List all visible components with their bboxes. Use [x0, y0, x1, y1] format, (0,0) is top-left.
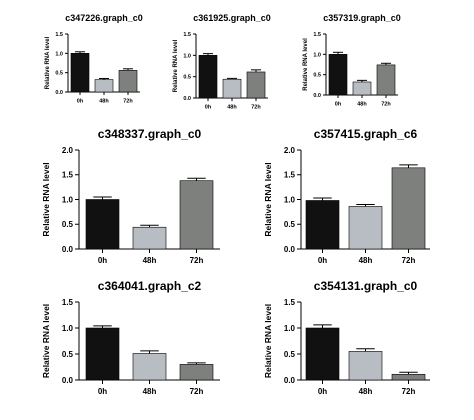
bar-72h [179, 180, 214, 250]
chart-title: c348337.graph_c0 [98, 127, 202, 141]
y-tick-label: 1.5 [62, 171, 74, 180]
y-tick-label: 0.0 [62, 245, 74, 254]
y-axis-label: Relative RNA level [41, 162, 51, 236]
bar-72h [391, 373, 426, 381]
bar-48h [94, 79, 114, 93]
y-tick-label: 1.0 [55, 51, 63, 57]
y-tick-label: 1.5 [313, 32, 321, 38]
bar-0h [305, 200, 340, 250]
bar-0h [85, 327, 120, 381]
x-tick-label: 0h [205, 105, 212, 111]
x-tick-label: 48h [359, 387, 373, 396]
bar-72h [391, 167, 426, 250]
y-tick-label: 2.0 [284, 146, 296, 155]
x-tick-label: 48h [359, 256, 373, 265]
y-axis-label: Relative RNA level [263, 304, 273, 378]
chart-panel-1: c347226.graph_c0 Relative RNA level 0.0 0.5… [45, 13, 143, 105]
y-tick-label: 0.0 [62, 376, 74, 385]
y-tick-label: 0.5 [55, 71, 63, 77]
y-axis-label: Relative RNA level [303, 38, 309, 91]
bar-48h [348, 206, 383, 250]
x-tick-label: 72h [190, 387, 204, 396]
x-tick-label: 72h [123, 99, 133, 105]
x-tick-label: 72h [251, 105, 261, 111]
y-tick-label: 0.0 [284, 376, 296, 385]
y-tick-label: 0.5 [313, 73, 321, 79]
y-axis-label: Relative RNA level [45, 36, 51, 89]
x-tick-label: 72h [402, 256, 416, 265]
y-tick-label: 0.0 [183, 96, 191, 102]
y-tick-label: 0.5 [284, 220, 296, 229]
bar-48h [348, 351, 383, 381]
y-tick-label: 0.5 [62, 220, 74, 229]
bar-72h [246, 71, 266, 99]
y-axis-label: Relative RNA level [41, 304, 51, 378]
bar-0h [198, 55, 218, 99]
bar-48h [132, 226, 167, 250]
chart-panel-6: c364041.graph_c2 Relative RNA level 0.0 0.5… [41, 279, 220, 396]
x-tick-label: 72h [190, 256, 204, 265]
y-tick-label: 0.0 [55, 90, 63, 96]
x-tick-label: 48h [143, 256, 157, 265]
x-tick-label: 48h [143, 387, 157, 396]
chart-panel-2: c361925.graph_c0 Relative RNA level 0.0 0.5… [173, 13, 271, 111]
chart-panel-3: c357319.graph_c0 Relative RNA level 0.0 0.5… [303, 13, 401, 108]
y-tick-label: 1.5 [55, 32, 63, 38]
chart-panel-7: c354131.graph_c0 Relative RNA level 0.0 0.5… [263, 279, 430, 396]
bar-0h [328, 54, 348, 96]
x-tick-label: 72h [381, 102, 391, 108]
chart-title: c357319.graph_c0 [323, 13, 401, 23]
x-tick-label: 72h [402, 387, 416, 396]
x-tick-label: 48h [227, 105, 237, 111]
y-tick-label: 1.0 [183, 53, 191, 59]
x-tick-label: 48h [99, 99, 109, 105]
chart-title: c354131.graph_c0 [314, 279, 418, 293]
y-tick-label: 1.5 [62, 298, 74, 307]
y-axis-label: Relative RNA level [263, 162, 273, 236]
chart-panel-5: c357415.graph_c6 Relative RNA level 0.0 0.5… [263, 127, 430, 265]
chart-title: c361925.graph_c0 [193, 13, 271, 23]
bar-0h [70, 53, 90, 93]
chart-title: c347226.graph_c0 [65, 13, 143, 23]
chart-panel-4: c348337.graph_c0 Relative RNA level 0.0 0.5… [41, 127, 220, 265]
x-tick-label: 0h [335, 102, 342, 108]
x-tick-label: 0h [318, 256, 327, 265]
x-tick-label: 0h [77, 99, 84, 105]
y-tick-label: 0.5 [62, 350, 74, 359]
y-tick-label: 1.0 [62, 324, 74, 333]
chart-title: c364041.graph_c2 [98, 279, 202, 293]
bar-48h [352, 81, 372, 96]
bar-48h [132, 353, 167, 381]
y-tick-label: 0.0 [313, 93, 321, 99]
chart-title: c357415.graph_c6 [314, 127, 418, 141]
y-tick-label: 0.5 [183, 75, 191, 81]
y-tick-label: 0.5 [284, 350, 296, 359]
bar-72h [376, 64, 396, 96]
y-tick-label: 1.5 [284, 298, 296, 307]
y-axis-label: Relative RNA level [173, 39, 179, 92]
bar-0h [85, 199, 120, 250]
y-tick-label: 1.0 [62, 195, 74, 204]
x-tick-label: 0h [98, 387, 107, 396]
x-tick-label: 0h [98, 256, 107, 265]
y-tick-label: 1.0 [313, 52, 321, 58]
bar-48h [222, 78, 242, 99]
y-tick-label: 1.5 [284, 171, 296, 180]
bar-72h [179, 364, 214, 381]
x-tick-label: 0h [318, 387, 327, 396]
y-tick-label: 1.0 [284, 195, 296, 204]
bar-72h [118, 70, 138, 93]
y-tick-label: 1.0 [284, 324, 296, 333]
y-tick-label: 2.0 [62, 146, 74, 155]
y-tick-label: 1.5 [183, 32, 191, 38]
y-tick-label: 0.0 [284, 245, 296, 254]
x-tick-label: 48h [357, 102, 367, 108]
bar-0h [305, 327, 340, 381]
